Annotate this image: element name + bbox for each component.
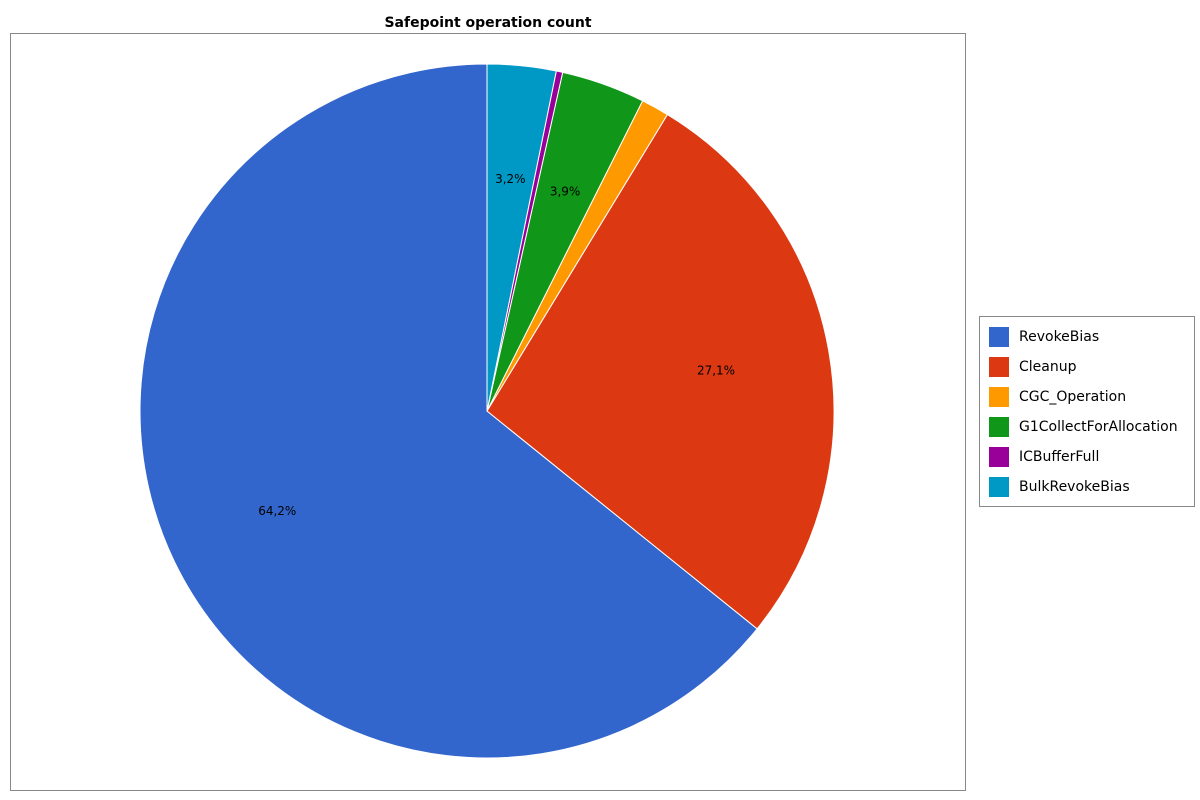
legend-swatch bbox=[989, 477, 1009, 497]
slice-label: 3,9% bbox=[550, 185, 581, 199]
legend-label: ICBufferFull bbox=[1019, 449, 1099, 465]
pie-slice bbox=[486, 63, 557, 412]
legend-swatch bbox=[989, 387, 1009, 407]
legend-label: BulkRevokeBias bbox=[1019, 479, 1130, 495]
legend-swatch bbox=[989, 327, 1009, 347]
pie-slice bbox=[139, 63, 758, 759]
legend-label: RevokeBias bbox=[1019, 329, 1099, 345]
legend-frame bbox=[979, 316, 1195, 507]
legend-swatch bbox=[989, 357, 1009, 377]
legend-label: Cleanup bbox=[1019, 359, 1077, 375]
slice-label: 3,2% bbox=[495, 172, 526, 186]
slice-label: 27,1% bbox=[697, 364, 735, 378]
chart-title: Safepoint operation count bbox=[384, 15, 591, 31]
slice-label: 64,2% bbox=[258, 504, 296, 518]
legend-label: CGC_Operation bbox=[1019, 389, 1126, 405]
pie-slice bbox=[486, 113, 835, 630]
legend-label: G1CollectForAllocation bbox=[1019, 419, 1178, 435]
legend-swatch bbox=[989, 447, 1009, 467]
plot-frame bbox=[10, 33, 966, 791]
legend-swatch bbox=[989, 417, 1009, 437]
